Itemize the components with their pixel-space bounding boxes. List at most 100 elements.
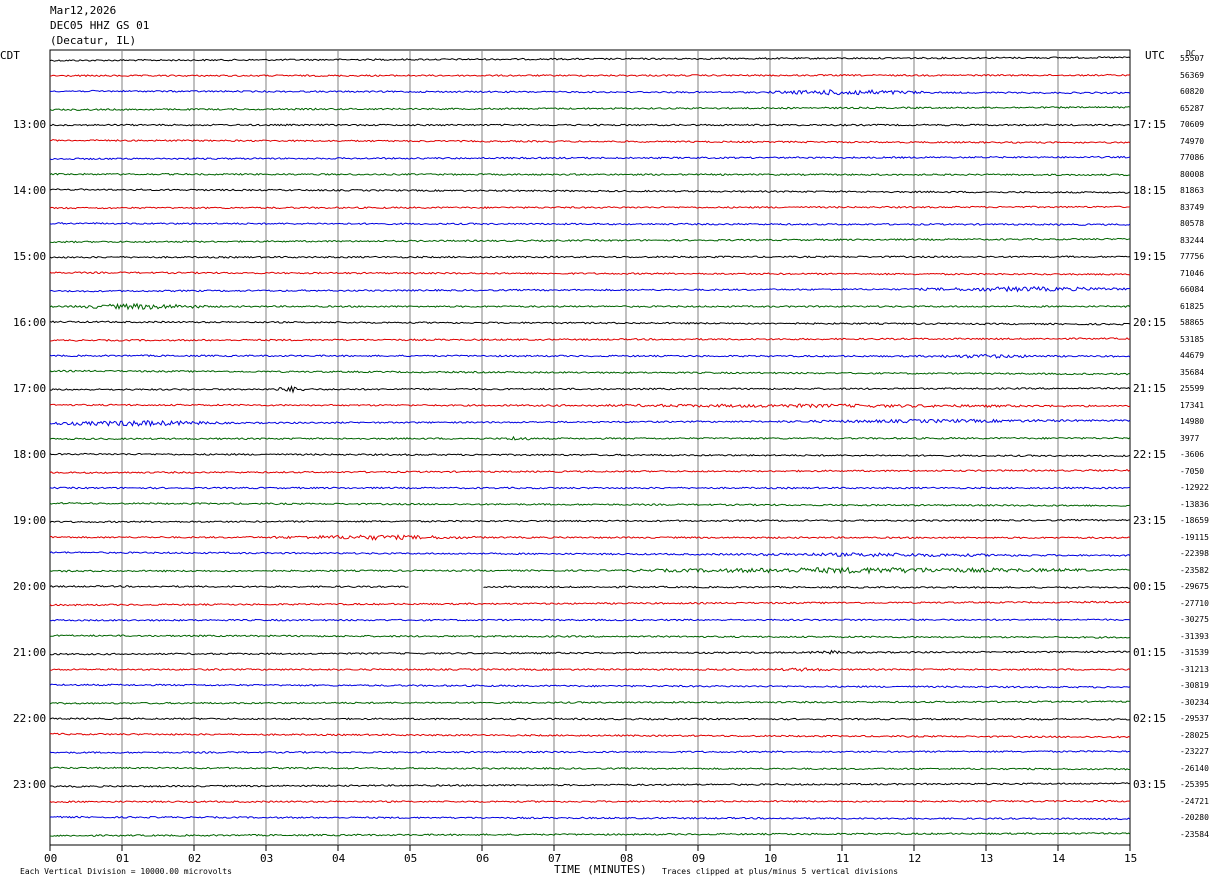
seismic-trace [49, 302, 1131, 311]
trace-offset-label: -18659 [1180, 516, 1209, 525]
seismic-trace [49, 237, 1131, 244]
x-tick-label: 09 [692, 852, 706, 865]
trace-offset-label: 66084 [1180, 285, 1205, 294]
trace-offset-label: -22398 [1180, 549, 1209, 558]
utc-hour-label: 21:15 [1133, 382, 1167, 395]
right-axis-title: UTC [1145, 49, 1165, 62]
trace-offset-label: -13836 [1180, 499, 1209, 509]
cdt-hour-label: 21:00 [13, 646, 47, 659]
trace-offset-label: -26140 [1180, 763, 1209, 773]
trace-offset-label: -7050 [1180, 466, 1205, 476]
trace-offset-label: 3977 [1180, 433, 1200, 443]
seismic-trace [49, 123, 1131, 127]
seismic-trace [49, 782, 1131, 788]
seismic-trace [49, 667, 1131, 672]
seismic-trace [49, 88, 1131, 96]
cdt-hour-label: 19:00 [13, 514, 47, 527]
scale-note: Each Vertical Division = 10000.00 microv… [20, 867, 232, 876]
trace-offset-label: -30819 [1180, 681, 1209, 690]
x-tick-label: 14 [1052, 852, 1066, 865]
trace-offset-label: 80008 [1180, 169, 1205, 179]
trace-offset-label: -23227 [1180, 747, 1209, 756]
cdt-hour-label: 22:00 [13, 712, 47, 725]
seismic-trace [49, 502, 1131, 507]
seismic-trace [49, 418, 1131, 428]
cdt-hour-label: 17:00 [13, 382, 47, 395]
seismic-trace [49, 384, 1131, 394]
trace-offset-label: -24721 [1180, 796, 1209, 806]
trace-offset-label: -27710 [1180, 598, 1209, 608]
seismic-trace [49, 717, 1131, 721]
seismic-trace [49, 337, 1131, 342]
trace-offset-label: -25395 [1180, 780, 1209, 789]
seismic-trace [49, 832, 1131, 837]
header-date: Mar12,2026 [50, 4, 117, 17]
trace-offset-label: 77756 [1180, 252, 1205, 261]
seismic-trace [49, 634, 1131, 639]
trace-offset-label: 83244 [1180, 235, 1205, 245]
clip-note: Traces clipped at plus/minus 5 vertical … [662, 867, 899, 876]
left-axis-title: CDT [0, 49, 20, 62]
utc-hour-label: 02:15 [1133, 712, 1167, 725]
seismic-trace [49, 403, 1131, 409]
trace-offset-label: -31539 [1180, 648, 1209, 657]
trace-offset-label: -20280 [1180, 813, 1209, 822]
header-location: (Decatur, IL) [50, 34, 137, 47]
trace-offset-label: 61825 [1180, 301, 1205, 311]
utc-hour-label: 23:15 [1133, 514, 1167, 527]
seismic-trace [49, 518, 1131, 524]
x-tick-label: 04 [332, 852, 346, 865]
x-tick-label: 03 [260, 852, 274, 865]
seismic-trace [49, 205, 1131, 210]
seismic-trace [49, 56, 1131, 62]
seismic-trace [49, 815, 1131, 821]
trace-offset-label: 77086 [1180, 153, 1205, 162]
seismic-trace [49, 566, 1131, 575]
x-tick-label: 00 [44, 852, 58, 865]
seismic-trace [49, 222, 1131, 226]
trace-offset-label: 14980 [1180, 417, 1205, 426]
seismic-trace [49, 551, 1131, 558]
trace-offset-label: 60820 [1180, 87, 1205, 96]
seismic-trace [49, 534, 1131, 541]
trace-offset-label: 53185 [1180, 334, 1205, 344]
x-tick-label: 15 [1124, 852, 1138, 865]
trace-offset-label: -28025 [1180, 730, 1209, 740]
header-station: DEC05 HHZ GS 01 [50, 19, 150, 32]
seismic-trace [49, 255, 1131, 259]
seismic-trace [49, 750, 1131, 754]
x-tick-label: 02 [188, 852, 202, 865]
seismic-trace [49, 618, 1131, 622]
plot-frame [49, 49, 1131, 846]
seismic-trace [49, 732, 1131, 739]
utc-hour-label: 19:15 [1133, 250, 1167, 263]
trace-offset-label: 71046 [1180, 268, 1205, 278]
utc-hour-label: 03:15 [1133, 778, 1167, 791]
utc-hour-label: 22:15 [1133, 448, 1167, 461]
trace-offset-label: -31393 [1180, 631, 1209, 641]
trace-offset-label: -12922 [1180, 483, 1209, 492]
trace-offset-label: 17341 [1180, 400, 1205, 410]
seismic-trace [49, 486, 1131, 490]
x-tick-label: 13 [980, 852, 994, 865]
utc-hour-label: 01:15 [1133, 646, 1167, 659]
seismic-trace [49, 139, 1131, 144]
seismic-trace [49, 700, 1131, 705]
seismic-trace [49, 799, 1131, 804]
utc-hour-label: 20:15 [1133, 316, 1167, 329]
trace-offset-label: 58865 [1180, 318, 1205, 327]
seismic-trace [49, 188, 1131, 194]
seismic-trace [49, 683, 1131, 689]
trace-offset-label: -29537 [1180, 714, 1209, 723]
x-tick-label: 06 [476, 852, 490, 865]
x-tick-label: 07 [548, 852, 562, 865]
seismic-trace [49, 73, 1131, 78]
trace-offset-label: 80578 [1180, 219, 1205, 228]
utc-hour-label: 17:15 [1133, 118, 1167, 131]
seismic-trace [49, 320, 1131, 326]
trace-offset-label: 81863 [1180, 186, 1205, 195]
seismic-trace [49, 435, 1131, 441]
trace-offset-label: 70609 [1180, 120, 1205, 129]
cdt-hour-label: 23:00 [13, 778, 47, 791]
